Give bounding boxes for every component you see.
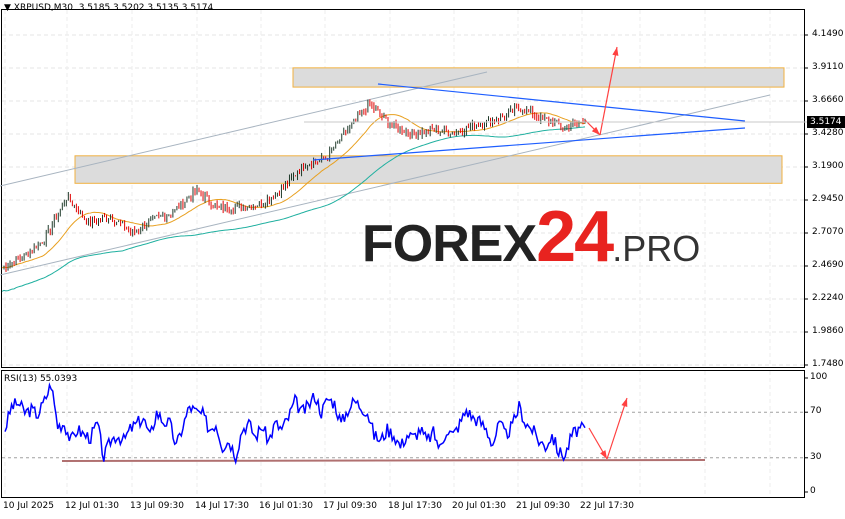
- rsi-support-line: [61, 459, 706, 462]
- forecast-arrow-down-head: [591, 126, 600, 135]
- main-panel-frame: [1, 9, 805, 368]
- chart-title: ▼ XRPUSD,M30 3.5185 3.5202 3.5135 3.5174: [4, 3, 213, 13]
- price-tick-label: 2.9450: [812, 194, 844, 204]
- forecast-arrow-up: [599, 46, 618, 136]
- rsi-arrow-up: [606, 397, 628, 460]
- logo-24: 24: [536, 197, 614, 277]
- time-tick-label: 18 Jul 17:30: [388, 501, 442, 511]
- triangle-down-icon[interactable]: ▼: [4, 3, 11, 13]
- price-tick-label: 4.1490: [812, 29, 844, 39]
- rsi-tick-label: 30: [810, 451, 822, 462]
- price-tick-label: 3.1900: [812, 161, 844, 171]
- time-tick-label: 12 Jul 01:30: [65, 501, 119, 511]
- time-tick-label: 14 Jul 17:30: [195, 501, 249, 511]
- price-tick-label: 2.4690: [812, 260, 844, 270]
- price-tick-label: 1.9860: [812, 326, 844, 336]
- time-tick-label: 20 Jul 01:30: [452, 501, 506, 511]
- price-tick-label: 3.4280: [812, 128, 844, 138]
- time-tick-label: 13 Jul 09:30: [130, 501, 184, 511]
- channel-line-lower: [0, 94, 771, 276]
- rsi-arrow-down-head: [600, 450, 607, 459]
- current-price-tag: 3.5174: [807, 116, 845, 128]
- time-tick-label: 16 Jul 01:30: [259, 501, 313, 511]
- time-tick-label: 21 Jul 09:30: [516, 501, 570, 511]
- rsi-tick-label: 70: [810, 406, 822, 417]
- rsi-title: RSI(13) 55.0393: [4, 374, 78, 384]
- moving-average-fast: [1, 112, 586, 269]
- forex24-watermark-logo: FOREX24.PRO: [362, 196, 700, 278]
- rsi-panel-frame: [1, 370, 805, 498]
- support-zone: [74, 155, 783, 184]
- logo-forex: FOREX: [362, 215, 537, 273]
- rsi-tick-label: 0: [810, 486, 816, 496]
- channel-line-upper: [0, 71, 488, 187]
- price-tick-label: 1.7480: [812, 359, 844, 369]
- time-tick-label: 10 Jul 2025: [3, 501, 54, 511]
- triangle-lower-line: [312, 127, 746, 161]
- rsi-tick-label: 100: [810, 372, 828, 382]
- time-tick-label: 17 Jul 09:30: [323, 501, 377, 511]
- price-tick-label: 3.9110: [812, 62, 844, 72]
- rsi-line: [4, 382, 586, 466]
- moving-average-slow: [1, 126, 586, 292]
- symbol-label: XRPUSD,M30: [13, 3, 73, 13]
- ohlc-values: 3.5185 3.5202 3.5135 3.5174: [78, 3, 214, 13]
- time-tick-label: 22 Jul 17:30: [580, 501, 634, 511]
- price-tick-label: 3.6660: [812, 95, 844, 105]
- forecast-arrow-up-head: [612, 47, 619, 56]
- rsi-arrow-up-head: [621, 398, 628, 407]
- price-tick-label: 2.7070: [812, 227, 844, 237]
- price-tick-label: 2.2240: [812, 293, 844, 303]
- logo-pro: .PRO: [612, 228, 701, 269]
- triangle-upper-line: [377, 83, 746, 122]
- resistance-zone: [292, 67, 785, 88]
